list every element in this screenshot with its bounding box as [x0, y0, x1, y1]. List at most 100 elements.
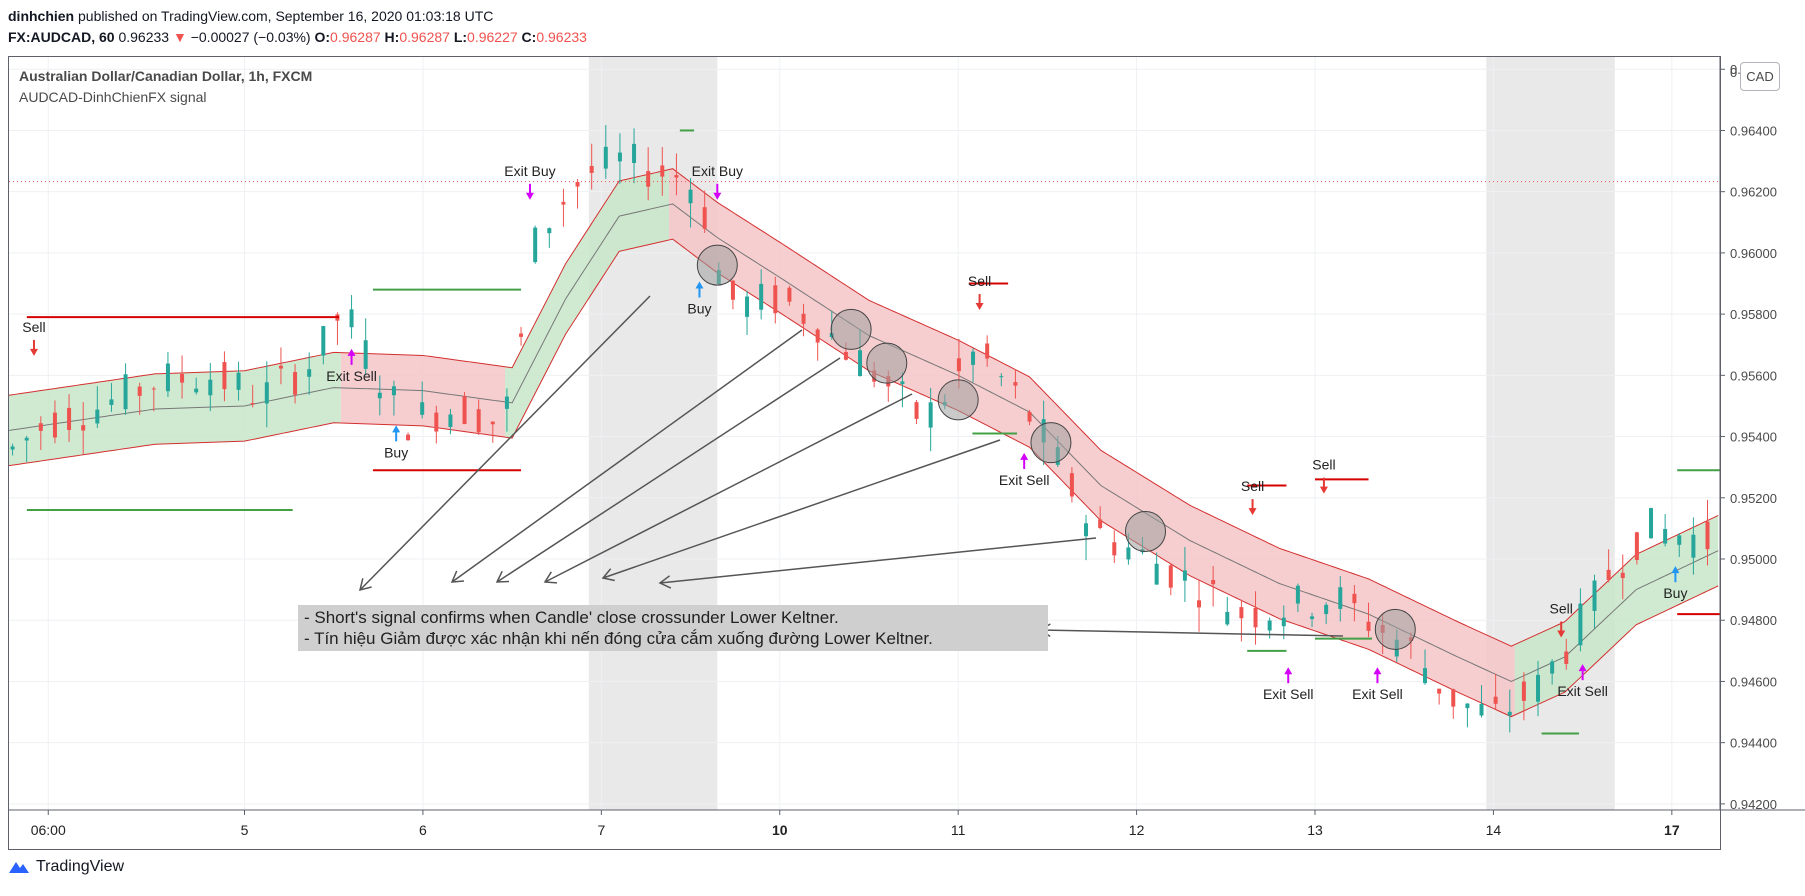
- signal-arrowhead-9: [1319, 486, 1328, 494]
- candle-body-24: [349, 309, 354, 328]
- signal-arrowhead-14: [1671, 566, 1680, 574]
- candle-body-4: [67, 407, 72, 430]
- highlight-circle-4: [1030, 422, 1072, 464]
- candle-body-75: [1069, 473, 1074, 497]
- tradingview-brand[interactable]: TradingView: [8, 858, 124, 876]
- candle-body-79: [1126, 547, 1131, 560]
- candle-body-47: [674, 175, 679, 178]
- candle-body-36: [519, 333, 524, 337]
- candle-body-102: [1451, 689, 1456, 707]
- close-label: C:: [521, 29, 537, 45]
- candle-body-91: [1295, 585, 1300, 604]
- candle-body-113: [1606, 569, 1611, 581]
- y-top-label: 0: [1730, 65, 1737, 80]
- publish-text: published on TradingView.com, September …: [78, 8, 494, 24]
- signal-arrowhead-10: [1284, 667, 1293, 675]
- keltner-lower-line: [8, 238, 1719, 718]
- note-line-2: - Tín hiệu Giảm được xác nhận khi nến đó…: [304, 629, 933, 648]
- annotation-arrow-5: [659, 537, 1097, 584]
- candle-body-13: [194, 388, 199, 393]
- y-tick-label-3: 0.96000: [1730, 246, 1777, 261]
- candle-body-25: [363, 340, 368, 369]
- x-tick-label-7: 13: [1307, 822, 1323, 838]
- candle-body-87: [1239, 607, 1244, 619]
- candle-body-54: [773, 285, 778, 314]
- highlight-circle-5: [1125, 510, 1167, 552]
- y-tick-label-4: 0.95800: [1730, 307, 1777, 322]
- candle-body-118: [1677, 535, 1682, 545]
- candle-body-52: [745, 296, 750, 317]
- candle-body-12: [180, 373, 185, 383]
- keltner-band-fill-139: [504, 169, 670, 439]
- candle-body-93: [1324, 604, 1329, 615]
- highlight-circle-1: [830, 308, 872, 350]
- keltner-band-fill-0: [9, 352, 341, 466]
- candle-body-28: [406, 434, 411, 441]
- candle-body-109: [1550, 661, 1555, 674]
- chart-legend-title[interactable]: Australian Dollar/Canadian Dollar, 1h, F…: [19, 68, 313, 84]
- candle-body-63: [900, 381, 905, 385]
- candle-body-106: [1507, 711, 1512, 716]
- signal-arrowhead-2: [392, 425, 401, 433]
- signal-arrowhead-1: [347, 348, 356, 356]
- candle-body-55: [787, 287, 792, 302]
- signal-label-3: Exit Buy: [504, 163, 555, 179]
- candle-body-14: [208, 379, 213, 396]
- candle-body-40: [575, 181, 580, 187]
- open-value: 0.96287: [330, 29, 381, 45]
- candle-body-5: [81, 425, 86, 431]
- annotation-arrowhead-3: [543, 571, 558, 584]
- candle-body-33: [476, 409, 481, 433]
- candle-body-0: [10, 446, 15, 450]
- candle-body-85: [1211, 579, 1216, 585]
- candle-body-70: [999, 376, 1004, 378]
- y-tick-label-7: 0.95200: [1730, 491, 1777, 506]
- candle-body-44: [632, 143, 637, 163]
- candle-body-119: [1691, 534, 1696, 558]
- annotation-arrowhead-1: [450, 570, 465, 583]
- x-tick-label-3: 7: [597, 822, 605, 838]
- close-value: 0.96233: [536, 29, 587, 45]
- annotation-arrow-1: [451, 329, 803, 583]
- annotation-arrowhead-0: [358, 578, 372, 592]
- candle-body-38: [547, 228, 552, 234]
- brand-name: TradingView: [36, 858, 125, 875]
- candle-body-10: [151, 388, 156, 390]
- annotation-note: - Short's signal confirms when Candle' c…: [298, 605, 1048, 651]
- highlight-circle-0: [696, 244, 738, 286]
- x-tick-label-9: 17: [1664, 822, 1680, 838]
- signal-arrowhead-4: [713, 192, 722, 200]
- low-label: L:: [453, 29, 468, 45]
- candle-body-2: [38, 423, 43, 431]
- candle-body-81: [1154, 563, 1159, 585]
- highlight-circle-6: [1374, 608, 1416, 650]
- candle-body-45: [646, 171, 651, 187]
- candle-body-101: [1437, 688, 1442, 694]
- candle-body-27: [391, 386, 396, 396]
- candle-body-17: [250, 403, 255, 405]
- y-tick-label-12: 0.94200: [1730, 797, 1777, 812]
- candle-body-26: [377, 392, 382, 399]
- signal-arrowhead-5: [695, 281, 704, 289]
- signal-label-2: Buy: [384, 444, 408, 460]
- y-tick-label-10: 0.94600: [1730, 674, 1777, 689]
- keltner-band-fill-422: [1514, 515, 1719, 716]
- candle-body-84: [1197, 600, 1202, 608]
- tradingview-logo-icon: [9, 862, 29, 873]
- signal-label-11: Exit Sell: [1352, 686, 1403, 702]
- signal-label-4: Exit Buy: [692, 163, 743, 179]
- currency-badge[interactable]: CAD: [1740, 62, 1780, 91]
- candle-body-100: [1423, 668, 1428, 684]
- keltner-upper-line: [8, 168, 1719, 647]
- author-name[interactable]: dinhchien: [8, 8, 75, 24]
- candle-body-41: [589, 165, 594, 173]
- candle-body-96: [1366, 621, 1371, 631]
- candle-body-64: [914, 402, 919, 419]
- candle-body-49: [702, 207, 707, 229]
- candle-body-51: [730, 280, 735, 300]
- indicator-legend[interactable]: AUDCAD-DinhChienFX signal: [19, 89, 207, 105]
- candle-body-72: [1027, 411, 1032, 422]
- candle-body-67: [956, 358, 961, 372]
- candle-body-92: [1310, 616, 1315, 620]
- candle-body-78: [1112, 542, 1117, 556]
